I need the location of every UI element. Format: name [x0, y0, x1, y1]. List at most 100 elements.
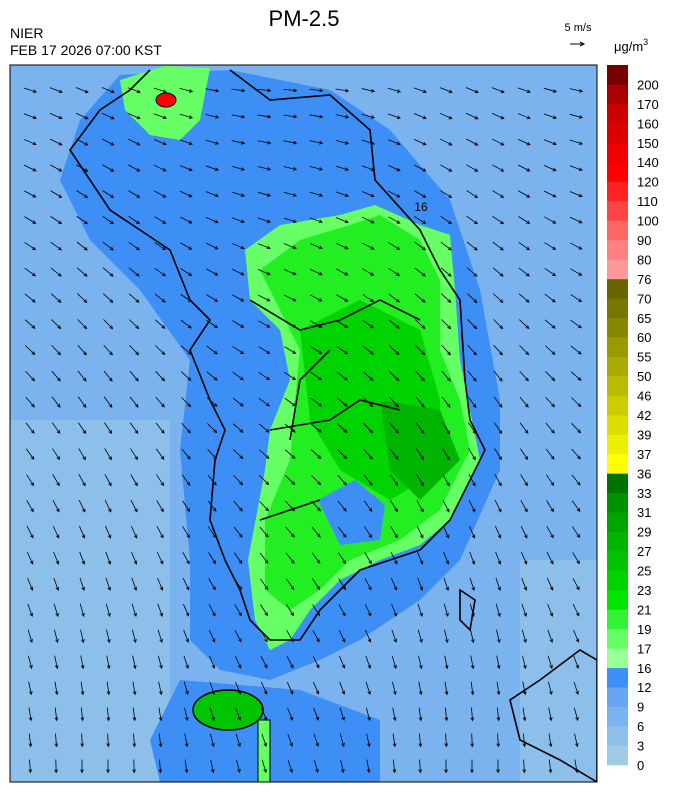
wind-arrow — [364, 578, 372, 591]
colorbar-label: 9 — [637, 700, 644, 715]
wind-arrow — [106, 655, 111, 670]
wind-arrow — [309, 114, 324, 119]
wind-arrow — [312, 630, 320, 643]
wind-arrow — [517, 87, 531, 93]
wind-arrow — [418, 707, 423, 722]
wind-arrow — [179, 88, 194, 93]
wind-arrow — [28, 681, 33, 696]
wind-arrow — [443, 551, 450, 565]
wind-arrow — [54, 733, 59, 748]
wind-arrow — [231, 217, 245, 224]
wind-arrow — [493, 344, 503, 356]
wind-arrow — [470, 629, 475, 644]
wind-arrow — [131, 603, 137, 618]
wind-arrow — [104, 422, 113, 435]
wind-arrow — [466, 241, 478, 251]
wind-arrow — [521, 577, 528, 591]
wind-arrow — [362, 242, 375, 250]
wind-arrow — [285, 526, 295, 538]
wind-arrow — [130, 525, 138, 539]
colorbar-swatch — [607, 201, 628, 221]
wind-arrow — [128, 164, 141, 172]
wind-arrow — [129, 319, 140, 330]
wind-arrow — [24, 216, 37, 224]
wind-arrow — [495, 551, 502, 565]
wind-arrow — [388, 190, 401, 198]
wind-arrow — [154, 319, 166, 329]
wind-arrow — [284, 423, 296, 433]
wind-arrow — [416, 474, 424, 487]
wind-arrow — [128, 216, 141, 225]
wind-arrow — [26, 526, 34, 539]
wind-arrow — [158, 707, 163, 722]
colorbar-swatch — [607, 512, 628, 532]
wind-arrow — [75, 112, 89, 120]
wind-arrow — [569, 216, 583, 224]
wind-arrow — [521, 629, 527, 644]
wind-arrow — [181, 474, 191, 486]
wind-arrow — [518, 241, 531, 251]
map — [10, 65, 597, 782]
wind-arrow — [543, 87, 558, 93]
wind-arrow — [76, 215, 89, 225]
wind-arrow — [183, 655, 189, 670]
wind-arrow — [337, 500, 347, 512]
wind-arrow — [496, 759, 500, 774]
wind-arrow — [310, 397, 322, 407]
colorbar-label: 27 — [637, 544, 651, 559]
wind-arrow — [205, 191, 219, 198]
wind-arrow — [80, 707, 85, 722]
colorbar-swatch — [607, 123, 628, 144]
wind-arrow — [441, 319, 452, 330]
colorbar-label: 160 — [637, 116, 659, 131]
wind-arrow — [494, 525, 502, 539]
wind-arrow — [234, 604, 242, 617]
wind-arrow — [130, 448, 139, 461]
colorbar-label: 110 — [637, 194, 658, 209]
wind-arrow — [207, 423, 218, 434]
wind-arrow — [76, 241, 88, 251]
wind-arrow — [106, 681, 111, 696]
wind-arrow — [25, 396, 35, 408]
wind-arrow — [80, 629, 85, 644]
title: PM-2.5 — [269, 6, 340, 31]
unit-base: μg/m — [614, 39, 643, 54]
wind-arrow — [131, 629, 137, 644]
wind-arrow — [310, 371, 323, 381]
wind-arrow — [208, 629, 216, 643]
wind-arrow — [546, 577, 554, 591]
wind-arrow — [492, 190, 505, 198]
wind-arrow — [128, 241, 140, 251]
wind-arrow — [466, 215, 479, 225]
wind-arrow — [444, 655, 449, 670]
wind-arrow — [157, 655, 163, 670]
wind-arrow — [570, 371, 582, 381]
wind-arrow — [518, 164, 531, 172]
wind-arrow — [337, 474, 347, 486]
wind-arrow — [338, 552, 347, 565]
wind-arrow — [180, 268, 193, 276]
wind-arrow — [416, 448, 425, 461]
wind-arrow — [366, 759, 371, 774]
wind-arrow — [571, 397, 582, 408]
wind-arrow — [466, 267, 478, 277]
wind-arrow — [311, 475, 322, 486]
wind-arrow — [28, 707, 33, 722]
wind-arrow — [259, 475, 270, 486]
wind-arrow — [518, 216, 531, 224]
wind-arrow — [417, 603, 423, 618]
wind-arrow — [155, 345, 166, 356]
wind-arrow — [470, 681, 475, 696]
wind-arrow — [544, 190, 557, 198]
wind-arrow — [127, 87, 141, 94]
wind-arrow — [518, 190, 531, 198]
wind-arrow — [467, 344, 477, 356]
wind-arrow — [283, 243, 297, 250]
wind-arrow — [77, 344, 87, 356]
wind-arrow — [132, 681, 137, 696]
wind-arrow — [209, 681, 215, 695]
wind-arrow — [102, 215, 115, 225]
wind-arrow — [179, 190, 193, 198]
wind-arrow — [363, 500, 373, 512]
wind-arrow — [127, 138, 141, 146]
